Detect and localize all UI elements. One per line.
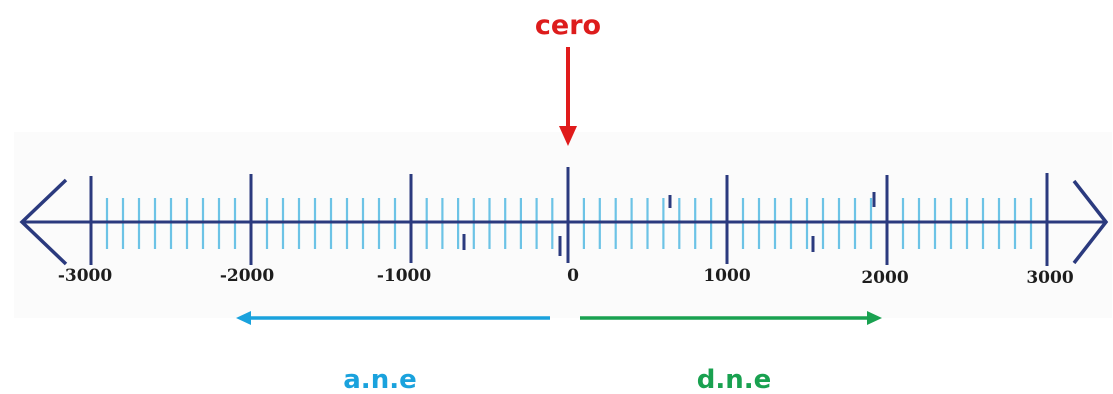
right-direction-label: d.n.e [697,365,772,394]
dark-marks [462,192,876,256]
left-direction-arrowhead-icon [236,311,251,325]
right-direction-arrowhead-icon [867,311,882,325]
major-ticks [89,167,1049,266]
left-direction-label: a.n.e [343,365,416,394]
right-arrowhead-icon [1072,179,1109,265]
tick-label: -2000 [220,266,275,286]
zero-label: cero [535,10,601,41]
tick-label: 3000 [1026,268,1073,288]
zero-pointer-arrowhead-icon [559,126,577,146]
left-arrowhead-icon [19,178,68,266]
tick-labels: -3000 -2000 -1000 0 1000 2000 3000 [58,266,1074,288]
tick-label: 2000 [861,268,908,288]
number-line-background [14,132,1112,318]
tick-label: 0 [567,266,579,286]
tick-label: -1000 [377,266,432,286]
tick-label: 1000 [703,266,750,286]
tick-label: -3000 [58,266,113,286]
